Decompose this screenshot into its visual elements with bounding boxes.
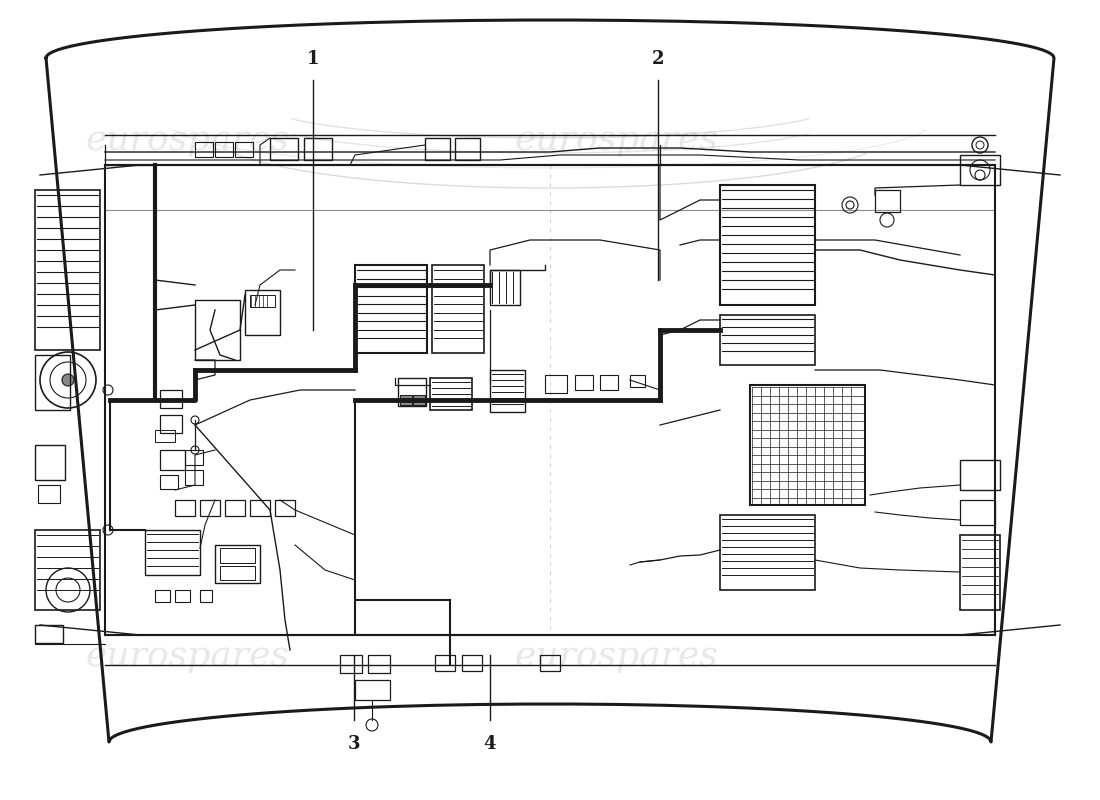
- Bar: [175, 590, 190, 602]
- Bar: [490, 370, 525, 412]
- Bar: [544, 375, 566, 393]
- Circle shape: [62, 374, 74, 386]
- Bar: [630, 375, 645, 387]
- Bar: [220, 548, 255, 563]
- Bar: [720, 515, 815, 590]
- Bar: [155, 430, 175, 442]
- Bar: [355, 680, 390, 700]
- Bar: [432, 265, 484, 353]
- Bar: [960, 460, 1000, 490]
- Bar: [960, 500, 996, 525]
- Bar: [35, 355, 70, 410]
- Bar: [185, 470, 204, 485]
- Bar: [226, 500, 245, 516]
- Bar: [874, 190, 900, 212]
- Text: eurospares: eurospares: [85, 639, 289, 673]
- Bar: [960, 535, 1000, 610]
- Bar: [355, 265, 427, 353]
- Bar: [398, 378, 426, 406]
- Bar: [185, 450, 204, 465]
- Text: 3: 3: [348, 735, 361, 753]
- Bar: [720, 185, 815, 305]
- Bar: [430, 378, 472, 410]
- Text: 4: 4: [484, 735, 496, 753]
- Bar: [35, 445, 65, 480]
- Bar: [155, 590, 170, 602]
- Bar: [304, 138, 332, 160]
- Bar: [270, 138, 298, 160]
- Bar: [960, 155, 1000, 185]
- Bar: [160, 450, 185, 470]
- Bar: [104, 165, 996, 635]
- Text: eurospares: eurospares: [514, 123, 718, 157]
- Bar: [200, 590, 212, 602]
- Bar: [455, 138, 480, 160]
- Bar: [220, 566, 255, 580]
- Bar: [575, 375, 593, 390]
- Text: 2: 2: [651, 50, 664, 68]
- Bar: [39, 485, 60, 503]
- Bar: [235, 142, 253, 157]
- Bar: [160, 415, 182, 433]
- Bar: [750, 385, 865, 505]
- Bar: [540, 655, 560, 671]
- Bar: [250, 500, 270, 516]
- Bar: [214, 142, 233, 157]
- Bar: [275, 500, 295, 516]
- Bar: [35, 625, 63, 643]
- Text: 1: 1: [307, 50, 319, 68]
- Bar: [245, 290, 280, 335]
- Bar: [368, 655, 390, 673]
- Bar: [720, 315, 815, 365]
- Bar: [175, 500, 195, 516]
- Bar: [412, 395, 425, 405]
- Bar: [250, 295, 275, 307]
- Bar: [425, 138, 450, 160]
- Bar: [160, 475, 178, 489]
- Bar: [600, 375, 618, 390]
- Bar: [145, 530, 200, 575]
- Bar: [340, 655, 362, 673]
- Bar: [434, 655, 455, 671]
- Bar: [35, 530, 100, 610]
- Bar: [35, 190, 100, 350]
- Bar: [214, 545, 260, 583]
- Bar: [400, 395, 412, 405]
- Bar: [195, 300, 240, 360]
- Bar: [462, 655, 482, 671]
- Bar: [160, 390, 182, 408]
- Bar: [195, 142, 213, 157]
- Text: eurospares: eurospares: [85, 123, 289, 157]
- Text: eurospares: eurospares: [514, 639, 718, 673]
- Bar: [490, 270, 520, 305]
- Bar: [200, 500, 220, 516]
